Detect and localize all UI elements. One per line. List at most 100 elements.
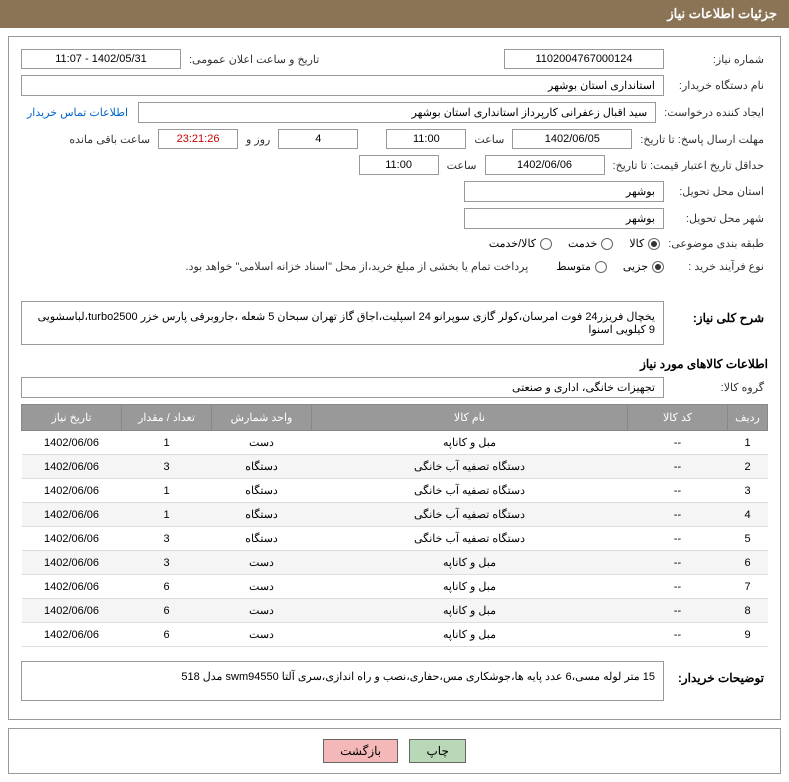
deadline-time-field: 11:00 [386,129,466,149]
validity-label: حداقل تاریخ اعتبار قیمت: تا تاریخ: [609,157,768,174]
items-section-title: اطلاعات کالاهای مورد نیاز [21,357,768,371]
table-cell: 1402/06/06 [22,599,122,623]
radio-dot-icon [595,261,607,273]
table-cell: 3 [728,479,768,503]
table-cell: -- [628,527,728,551]
announce-label: تاریخ و ساعت اعلان عمومی: [185,51,323,68]
table-cell: دست [212,623,312,647]
table-cell: 1 [122,503,212,527]
radio-dot-icon [540,238,552,250]
validity-time-field: 11:00 [359,155,439,175]
buyer-org-label: نام دستگاه خریدار: [668,77,768,94]
table-row: 2--دستگاه تصفیه آب خانگیدستگاه31402/06/0… [22,455,768,479]
buyer-notes-field: 15 متر لوله مسی،6 عدد پایه ها،جوشکاری مس… [21,661,664,701]
announce-field: 1402/05/31 - 11:07 [21,49,181,69]
table-cell: دستگاه تصفیه آب خانگی [312,479,628,503]
table-row: 6--مبل و کاناپهدست31402/06/06 [22,551,768,575]
th-name: نام کالا [312,405,628,431]
days-count-field: 4 [278,129,358,149]
table-cell: 2 [728,455,768,479]
table-cell: 6 [122,575,212,599]
category-label: طبقه بندی موضوعی: [664,235,768,252]
print-button[interactable]: چاپ [409,739,465,763]
th-row: ردیف [728,405,768,431]
countdown-field: 23:21:26 [158,129,238,149]
table-cell: دستگاه [212,503,312,527]
table-cell: دستگاه [212,455,312,479]
table-cell: مبل و کاناپه [312,599,628,623]
radio-dot-icon [601,238,613,250]
table-cell: 7 [728,575,768,599]
group-field: تجهیزات خانگی، اداری و صنعتی [21,377,664,398]
need-number-label: شماره نیاز: [668,51,768,68]
contact-link[interactable]: اطلاعات تماس خریدار [21,106,134,119]
validity-date-field: 1402/06/06 [485,155,605,175]
group-label: گروه کالا: [668,379,768,396]
desc-field: یخچال فریزر24 فوت امرسان،کولر گازی سوپرا… [21,301,664,345]
radio-service[interactable]: خدمت [568,237,613,250]
th-qty: تعداد / مقدار [122,405,212,431]
desc-label: شرح کلی نیاز: [668,309,768,327]
table-cell: 3 [122,551,212,575]
main-form: شماره نیاز: 1102004767000124 تاریخ و ساع… [8,36,781,720]
table-cell: 1402/06/06 [22,575,122,599]
table-cell: 6 [728,551,768,575]
table-cell: 1 [122,431,212,455]
table-cell: 1 [728,431,768,455]
table-cell: دستگاه [212,479,312,503]
table-cell: 1402/06/06 [22,455,122,479]
table-cell: -- [628,431,728,455]
province-label: استان محل تحویل: [668,183,768,200]
process-radio-group: جزیی متوسط [556,260,664,273]
requester-field: سید اقبال زعفرانی کارپرداز استانداری است… [138,102,656,123]
table-cell: دست [212,431,312,455]
table-cell: دست [212,599,312,623]
deadline-date-field: 1402/06/05 [512,129,632,149]
items-table: ردیف کد کالا نام کالا واحد شمارش تعداد /… [21,404,768,647]
payment-note: پرداخت تمام یا بخشی از مبلغ خرید،از محل … [186,260,529,273]
need-number-field: 1102004767000124 [504,49,664,69]
button-row: چاپ بازگشت [8,728,781,774]
radio-goods[interactable]: کالا [629,237,660,250]
table-cell: 1 [122,479,212,503]
table-row: 3--دستگاه تصفیه آب خانگیدستگاه11402/06/0… [22,479,768,503]
province-field: بوشهر [464,181,664,202]
radio-medium[interactable]: متوسط [556,260,607,273]
time-label-1: ساعت [470,131,508,148]
radio-dot-icon [648,238,660,250]
table-row: 8--مبل و کاناپهدست61402/06/06 [22,599,768,623]
buyer-org-field: استانداری استان بوشهر [21,75,664,96]
table-cell: -- [628,503,728,527]
table-cell: -- [628,455,728,479]
requester-label: ایجاد کننده درخواست: [660,104,768,121]
table-cell: مبل و کاناپه [312,431,628,455]
time-label-2: ساعت [443,157,481,174]
table-cell: 6 [122,623,212,647]
page-title: جزئیات اطلاعات نیاز [667,6,777,21]
table-cell: دست [212,575,312,599]
table-cell: 1402/06/06 [22,503,122,527]
process-label: نوع فرآیند خرید : [668,258,768,275]
table-row: 9--مبل و کاناپهدست61402/06/06 [22,623,768,647]
radio-dot-icon [652,261,664,273]
table-cell: مبل و کاناپه [312,623,628,647]
table-cell: 4 [728,503,768,527]
table-cell: 1402/06/06 [22,479,122,503]
city-field: بوشهر [464,208,664,229]
radio-partial[interactable]: جزیی [623,260,664,273]
table-cell: دستگاه تصفیه آب خانگی [312,527,628,551]
radio-goods-service[interactable]: کالا/خدمت [489,237,552,250]
table-cell: دست [212,551,312,575]
table-cell: 3 [122,455,212,479]
table-cell: 3 [122,527,212,551]
table-row: 1--مبل و کاناپهدست11402/06/06 [22,431,768,455]
table-cell: 9 [728,623,768,647]
back-button[interactable]: بازگشت [323,739,398,763]
table-cell: 1402/06/06 [22,623,122,647]
deadline-label: مهلت ارسال پاسخ: تا تاریخ: [636,131,768,148]
th-unit: واحد شمارش [212,405,312,431]
table-row: 4--دستگاه تصفیه آب خانگیدستگاه11402/06/0… [22,503,768,527]
table-row: 7--مبل و کاناپهدست61402/06/06 [22,575,768,599]
page-header: جزئیات اطلاعات نیاز [0,0,789,28]
table-cell: دستگاه تصفیه آب خانگی [312,455,628,479]
